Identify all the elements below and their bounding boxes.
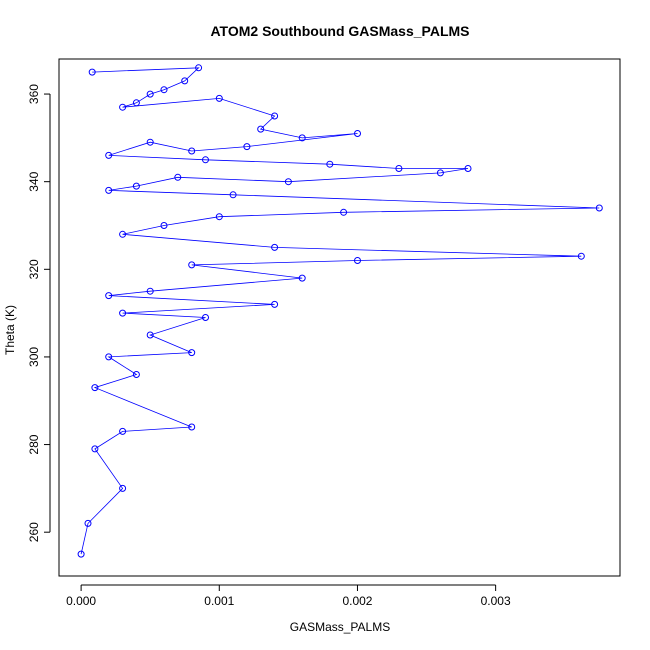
y-tick-label: 300 [27,347,41,367]
y-tick-label: 320 [27,259,41,279]
data-point [243,143,251,151]
data-point [146,90,154,98]
x-axis-label: GASMass_PALMS [290,620,390,634]
y-tick-label: 360 [27,84,41,104]
x-tick-label: 0.001 [204,594,234,608]
data-point [91,384,99,392]
data-point [160,86,168,94]
data-point [464,165,472,172]
data-point [174,173,182,181]
data-point [298,134,306,142]
data-point [271,243,279,251]
data-point [298,274,306,282]
data-point [257,125,265,133]
data-point [160,222,168,229]
data-point [132,371,140,378]
data-point [326,160,334,168]
data-point [88,68,96,76]
data-point [595,204,603,212]
series-line [80,67,600,555]
x-axis: 0.000 0.001 0.002 0.003 [66,584,511,608]
data-point [146,331,154,339]
x-tick-label: 0.000 [66,594,96,608]
y-tick-label: 340 [27,171,41,191]
data-point [146,287,154,295]
data-point [188,349,196,357]
data-point [354,257,361,264]
data-point [91,445,99,453]
data-point [105,353,113,361]
data-point [119,427,127,435]
data-point [215,213,223,221]
data-point [146,138,154,146]
data-point [77,550,85,558]
data-series [77,64,603,558]
data-point [395,165,403,172]
plot-frame [58,58,621,577]
data-point [202,156,209,164]
data-point [132,182,140,190]
x-tick-label: 0.002 [342,594,372,608]
data-point [188,423,196,431]
y-tick-label: 260 [27,522,41,542]
data-point [195,64,203,72]
data-point [284,178,292,186]
data-point [340,208,348,216]
data-point [354,130,361,137]
data-point [84,519,92,527]
data-point [132,99,140,107]
data-point [188,147,196,155]
data-point [119,230,127,238]
data-point [577,252,585,260]
data-point [105,151,113,159]
data-point [271,112,279,120]
data-point [229,191,237,199]
data-point [119,484,127,492]
data-point [188,261,196,269]
data-point [119,309,127,317]
data-point [271,300,279,308]
data-point [436,169,444,177]
data-point [105,186,113,194]
y-axis: 260 280 300 320 340 360 [27,84,51,542]
data-point [105,292,113,300]
data-point [181,77,189,85]
data-point [202,314,209,321]
chart-title: ATOM2 Southbound GASMass_PALMS [210,23,469,39]
y-axis-label: Theta (K) [3,305,17,355]
x-tick-label: 0.003 [481,594,511,608]
data-point [215,94,223,102]
y-tick-label: 280 [27,434,41,454]
data-point [119,103,127,111]
